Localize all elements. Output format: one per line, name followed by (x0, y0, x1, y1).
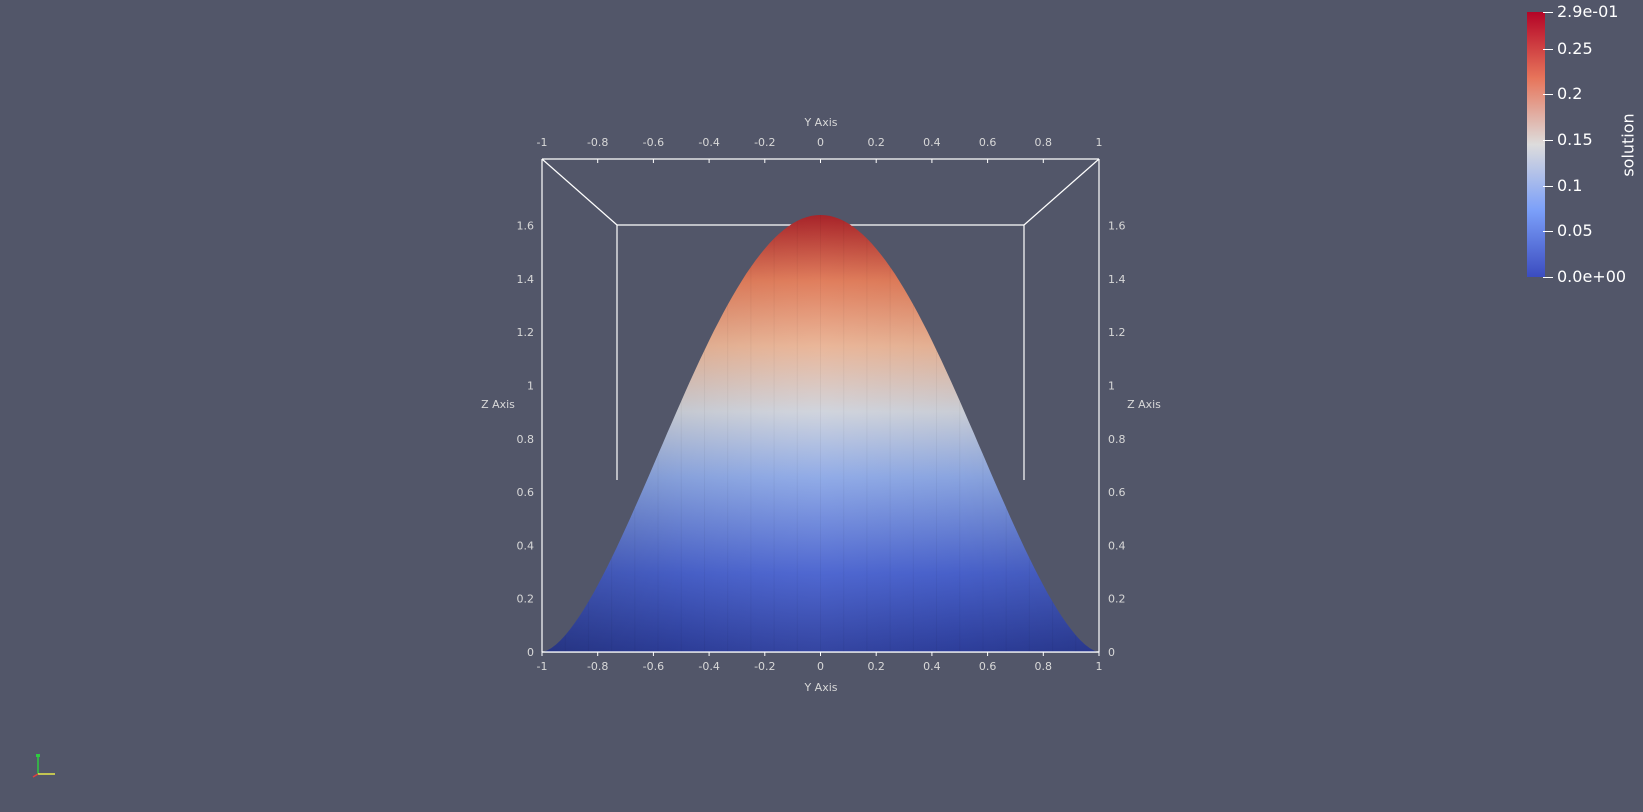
z-axis-ticks-right: 0 0.2 0.4 0.6 0.8 1 1.2 1.4 1.6 (1108, 220, 1126, 659)
colorbar-label: 0.25 (1557, 39, 1593, 58)
y-tick-label-top: -0.8 (587, 136, 608, 149)
z-tick-label-right: 0 (1108, 646, 1115, 659)
z-tick-label-right: 0.6 (1108, 486, 1126, 499)
colorbar-tick-mark (1543, 277, 1553, 278)
z-tick-label-right: 1.6 (1108, 220, 1126, 233)
z-axis-title-right: Z Axis (1127, 398, 1161, 411)
z-tick-label-left: 0 (527, 646, 534, 659)
colorbar-tick-mark (1543, 12, 1553, 13)
colorbar-gradient (1527, 12, 1545, 277)
z-tick-label-right: 1 (1108, 380, 1115, 393)
z-tick-label-right: 0.8 (1108, 433, 1126, 446)
colorbar-tick-mark (1543, 49, 1553, 50)
z-tick-label-left: 0.2 (517, 593, 535, 606)
colorbar-label: 0.2 (1557, 84, 1583, 103)
y-tick-label-bottom: -0.2 (754, 660, 775, 673)
y-axis-ticks-top: -1 -0.8 -0.6 -0.4 -0.2 0 0.2 0.4 0.6 0.8 1 (537, 136, 1103, 163)
y-tick-label-top: 0.2 (867, 136, 885, 149)
y-axis-ticks-bottom: -1 -0.8 -0.6 -0.4 -0.2 0 0.2 0.4 0.6 0.8 1 (537, 652, 1103, 673)
y-tick-label-top: -0.4 (698, 136, 719, 149)
y-tick-label-bottom: -0.8 (587, 660, 608, 673)
y-tick-label-bottom: 0 (817, 660, 824, 673)
colorbar-label: 0.1 (1557, 176, 1583, 195)
orientation-axes-widget[interactable] (32, 754, 55, 778)
y-tick-label-top: 0.8 (1035, 136, 1053, 149)
y-axis-title-bottom: Y Axis (803, 681, 837, 694)
z-tick-label-left: 0.6 (517, 486, 535, 499)
y-tick-label-bottom: -1 (537, 660, 548, 673)
y-tick-label-bottom: -0.6 (643, 660, 664, 673)
z-tick-label-left: 1.6 (517, 220, 535, 233)
y-tick-label-top: -1 (537, 136, 548, 149)
y-tick-label-bottom: 0.4 (923, 660, 941, 673)
z-axis-title-left: Z Axis (481, 398, 515, 411)
z-tick-label-left: 1 (527, 380, 534, 393)
z-tick-label-left: 0.8 (517, 433, 535, 446)
y-axis-title-top: Y Axis (803, 116, 837, 129)
z-tick-label-right: 0.4 (1108, 539, 1126, 552)
y-tick-label-top: 1 (1096, 136, 1103, 149)
y-tick-label-bottom: 0.6 (979, 660, 997, 673)
colorbar-tick-mark (1543, 94, 1553, 95)
y-tick-label-bottom: 1 (1096, 660, 1103, 673)
colorbar-tick-mark (1543, 140, 1553, 141)
y-tick-label-top: 0.4 (923, 136, 941, 149)
z-tick-label-left: 1.4 (517, 273, 535, 286)
colorbar-label: 0.15 (1557, 130, 1593, 149)
y-tick-label-top: -0.6 (643, 136, 664, 149)
colorbar-label: 2.9e-01 (1557, 2, 1619, 21)
colorbar-tick-mark (1543, 186, 1553, 187)
z-tick-label-left: 1.2 (517, 326, 535, 339)
y-tick-label-bottom: 0.2 (867, 660, 885, 673)
z-tick-label-left: 0.4 (517, 539, 535, 552)
y-tick-label-bottom: -0.4 (698, 660, 719, 673)
solution-surface[interactable] (542, 214, 1099, 652)
colorbar-label: 0.0e+00 (1557, 267, 1627, 286)
y-tick-label-top: 0.6 (979, 136, 997, 149)
colorbar-title: solution (1618, 113, 1638, 177)
z-tick-label-right: 1.4 (1108, 273, 1126, 286)
y-tick-label-top: -0.2 (754, 136, 775, 149)
z-tick-label-right: 0.2 (1108, 593, 1126, 606)
y-tick-label-bottom: 0.8 (1035, 660, 1053, 673)
colorbar-tick-mark (1543, 231, 1553, 232)
y-tick-label-top: 0 (817, 136, 824, 149)
colorbar-label: 0.05 (1557, 221, 1593, 240)
z-axis-ticks-left: 0 0.2 0.4 0.6 0.8 1 1.2 1.4 1.6 (517, 220, 535, 659)
z-tick-label-right: 1.2 (1108, 326, 1126, 339)
